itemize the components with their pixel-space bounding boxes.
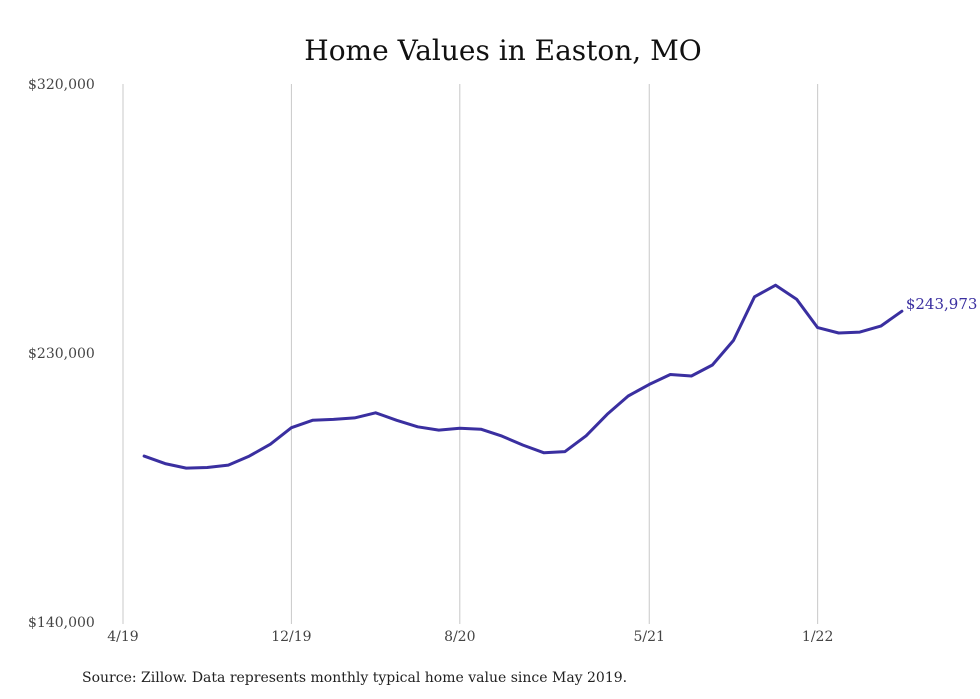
source-note: Source: Zillow. Data represents monthly … bbox=[82, 670, 627, 686]
chart-title: Home Values in Easton, MO bbox=[304, 34, 701, 67]
series-layer bbox=[142, 283, 904, 470]
x-tick-label: 5/21 bbox=[634, 629, 665, 645]
x-tick-label: 12/19 bbox=[271, 629, 311, 645]
end-value-label: $243,973 bbox=[906, 295, 978, 313]
grid-layer bbox=[122, 84, 819, 624]
y-axis-ticks: $320,000 $230,000 $140,000 bbox=[28, 77, 95, 631]
series-line-0 bbox=[142, 283, 904, 470]
x-tick-label: 4/19 bbox=[107, 629, 138, 645]
x-tick-label: 8/20 bbox=[444, 629, 475, 645]
y-tick-label: $140,000 bbox=[28, 615, 95, 631]
x-axis-ticks: 4/19 12/19 8/20 5/21 1/22 bbox=[107, 629, 833, 645]
y-tick-label: $230,000 bbox=[28, 346, 95, 362]
x-tick-label: 1/22 bbox=[802, 629, 833, 645]
y-tick-label: $320,000 bbox=[28, 77, 95, 93]
